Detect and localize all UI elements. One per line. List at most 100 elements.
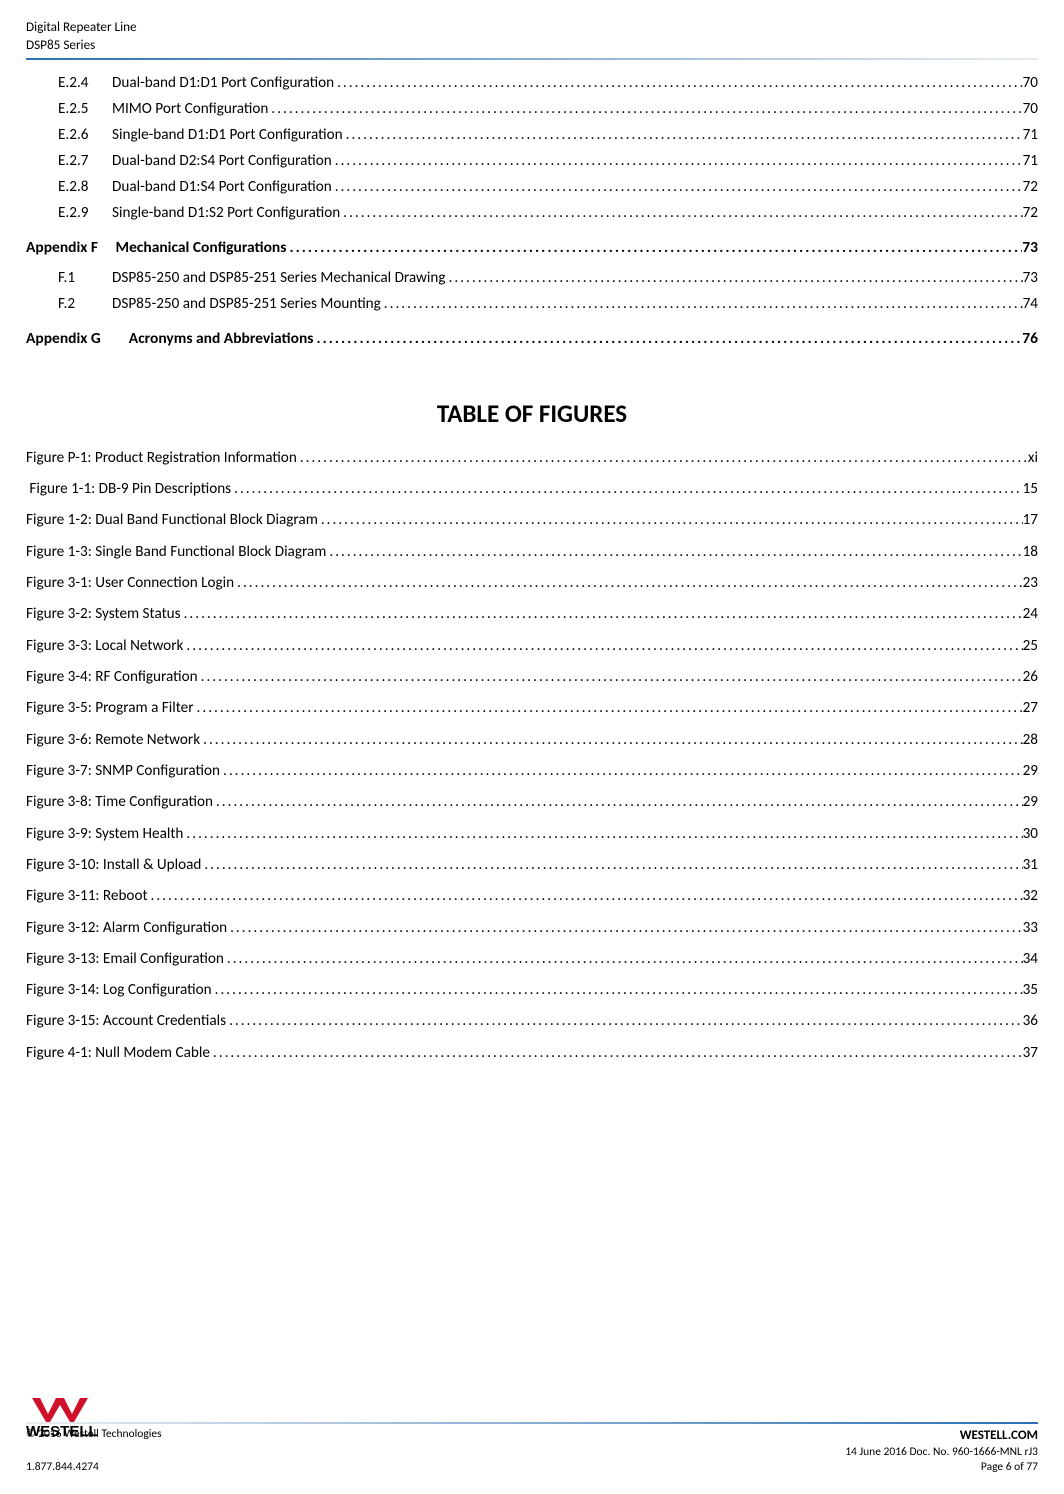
figure-page: 25 <box>1023 631 1038 662</box>
figure-title: Figure 1-1: DB-9 Pin Descriptions <box>26 474 231 505</box>
figure-title: Figure 4-1: Null Modem Cable <box>26 1038 210 1069</box>
figure-entry: Figure 3-15: Account Credentials .......… <box>26 1006 1038 1037</box>
toc-leader: ........................................… <box>334 70 1023 96</box>
toc-number: E.2.7 <box>26 148 112 174</box>
footer-site: WESTELL.COM <box>960 1428 1038 1443</box>
toc-title: Appendix F Mechanical Configurations <box>26 232 286 265</box>
figure-title: Figure 3-4: RF Configuration <box>26 662 198 693</box>
toc-page: 70 <box>1023 96 1038 122</box>
toc-title: DSP85-250 and DSP85-251 Series Mechanica… <box>112 265 446 291</box>
toc-title: MIMO Port Configuration <box>112 96 268 122</box>
figure-title: Figure 3-7: SNMP Configuration <box>26 756 220 787</box>
figure-entry: Figure 3-6: Remote Network .............… <box>26 725 1038 756</box>
figure-entry: Figure 3-12: Alarm Configuration .......… <box>26 913 1038 944</box>
toc-number: E.2.4 <box>26 70 112 96</box>
figure-entry: Figure 3-4: RF Configuration ...........… <box>26 662 1038 693</box>
figure-entry: Figure 1-2: Dual Band Functional Block D… <box>26 505 1038 536</box>
figure-page: 37 <box>1023 1038 1038 1069</box>
page-footer: © 2016 Westell Technologies WESTELL.COM … <box>26 1422 1038 1476</box>
toc-title: DSP85-250 and DSP85-251 Series Mounting <box>112 291 381 317</box>
toc-entry: E.2.6 Single-band D1:D1 Port Configurati… <box>26 122 1038 148</box>
figure-entry: Figure 3-2: System Status ..............… <box>26 599 1038 630</box>
toc-leader: ........................................… <box>286 232 1022 265</box>
figure-title: Figure 1-3: Single Band Functional Block… <box>26 537 326 568</box>
figure-title: Figure 3-2: System Status <box>26 599 181 630</box>
figure-leader: ........................................… <box>297 443 1028 474</box>
toc-section-e: E.2.4 Dual-band D1:D1 Port Configuration… <box>26 70 1038 227</box>
figure-entry: Figure 3-8: Time Configuration .........… <box>26 787 1038 818</box>
figure-title: Figure 3-1: User Connection Login <box>26 568 234 599</box>
figure-leader: ........................................… <box>200 725 1022 756</box>
toc-entry: F.1 DSP85-250 and DSP85-251 Series Mecha… <box>26 265 1038 291</box>
toc-number: E.2.8 <box>26 174 112 200</box>
figure-entry: Figure 3-10: Install & Upload ..........… <box>26 850 1038 881</box>
figure-page: 34 <box>1023 944 1038 975</box>
figure-leader: ........................................… <box>231 474 1022 505</box>
figure-title: Figure P-1: Product Registration Informa… <box>26 443 297 474</box>
toc-title: Dual-band D1:D1 Port Configuration <box>112 70 334 96</box>
figure-leader: ........................................… <box>227 913 1023 944</box>
footer-phone: 1.877.844.4274 <box>26 1460 99 1476</box>
figure-title: Figure 3-5: Program a Filter <box>26 693 194 724</box>
toc-title: Dual-band D1:S4 Port Configuration <box>112 174 332 200</box>
figure-entry: Figure 1-1: DB-9 Pin Descriptions ......… <box>26 474 1038 505</box>
figure-leader: ........................................… <box>183 631 1022 662</box>
toc-leader: ........................................… <box>340 200 1022 226</box>
toc-page: 72 <box>1023 174 1038 200</box>
toc-title: Single-band D1:S2 Port Configuration <box>112 200 340 226</box>
figure-entry: Figure 3-11: Reboot ....................… <box>26 881 1038 912</box>
figure-leader: ........................................… <box>183 819 1022 850</box>
figure-page: 27 <box>1023 693 1038 724</box>
toc-page: 73 <box>1023 265 1038 291</box>
figure-page: 23 <box>1023 568 1038 599</box>
figure-title: Figure 3-14: Log Configuration <box>26 975 212 1006</box>
figure-entry: Figure 1-3: Single Band Functional Block… <box>26 537 1038 568</box>
toc-page: 72 <box>1023 200 1038 226</box>
figure-title: Figure 3-8: Time Configuration <box>26 787 213 818</box>
toc-number: E.2.6 <box>26 122 112 148</box>
toc-leader: ........................................… <box>381 291 1023 317</box>
toc-leader: ........................................… <box>332 174 1023 200</box>
figure-page: 33 <box>1023 913 1038 944</box>
figure-page: 31 <box>1023 850 1038 881</box>
toc-leader: ........................................… <box>446 265 1023 291</box>
figure-entry: Figure 3-7: SNMP Configuration .........… <box>26 756 1038 787</box>
figure-title: Figure 3-12: Alarm Configuration <box>26 913 227 944</box>
toc-entry: F.2 DSP85-250 and DSP85-251 Series Mount… <box>26 291 1038 317</box>
figure-title: Figure 3-15: Account Credentials <box>26 1006 226 1037</box>
footer-pageinfo: Page 6 of 77 <box>981 1460 1038 1476</box>
figure-leader: ........................................… <box>226 1006 1023 1037</box>
figure-title: Figure 3-6: Remote Network <box>26 725 200 756</box>
figure-page: 29 <box>1023 756 1038 787</box>
figure-title: Figure 3-3: Local Network <box>26 631 183 662</box>
figure-page: 32 <box>1023 881 1038 912</box>
figure-entry: Figure 3-5: Program a Filter ...........… <box>26 693 1038 724</box>
header-product-line: Digital Repeater Line <box>26 18 1038 36</box>
figure-entry: Figure 4-1: Null Modem Cable ...........… <box>26 1038 1038 1069</box>
figure-page: 18 <box>1023 537 1038 568</box>
toc-page: 76 <box>1022 323 1038 356</box>
toc-section-f: F.1 DSP85-250 and DSP85-251 Series Mecha… <box>26 265 1038 317</box>
header-rule <box>26 58 1038 60</box>
toc-appendix-g: Appendix G Acronyms and Abbreviations ..… <box>26 323 1038 356</box>
toc-number: E.2.9 <box>26 200 112 226</box>
toc-title: Appendix G Acronyms and Abbreviations <box>26 323 313 356</box>
footer-copyright: © 2016 Westell Technologies <box>26 1427 162 1445</box>
figure-leader: ........................................… <box>224 944 1023 975</box>
figure-page: 36 <box>1023 1006 1038 1037</box>
toc-leader: ........................................… <box>332 148 1023 174</box>
figure-page: 26 <box>1023 662 1038 693</box>
figure-entry: Figure 3-9: System Health ..............… <box>26 819 1038 850</box>
toc-entry: E.2.9 Single-band D1:S2 Port Configurati… <box>26 200 1038 226</box>
figure-page: 15 <box>1023 474 1038 505</box>
footer-docinfo: 14 June 2016 Doc. No. 960-1666-MNL rJ3 <box>845 1445 1038 1461</box>
toc-entry: E.2.8 Dual-band D1:S4 Port Configuration… <box>26 174 1038 200</box>
figure-page: 28 <box>1023 725 1038 756</box>
toc-leader: ........................................… <box>268 96 1022 122</box>
toc-page: 71 <box>1023 148 1038 174</box>
figure-leader: ........................................… <box>234 568 1022 599</box>
figure-title: Figure 1-2: Dual Band Functional Block D… <box>26 505 318 536</box>
figure-leader: ........................................… <box>220 756 1023 787</box>
figure-leader: ........................................… <box>318 505 1023 536</box>
figure-leader: ........................................… <box>201 850 1022 881</box>
